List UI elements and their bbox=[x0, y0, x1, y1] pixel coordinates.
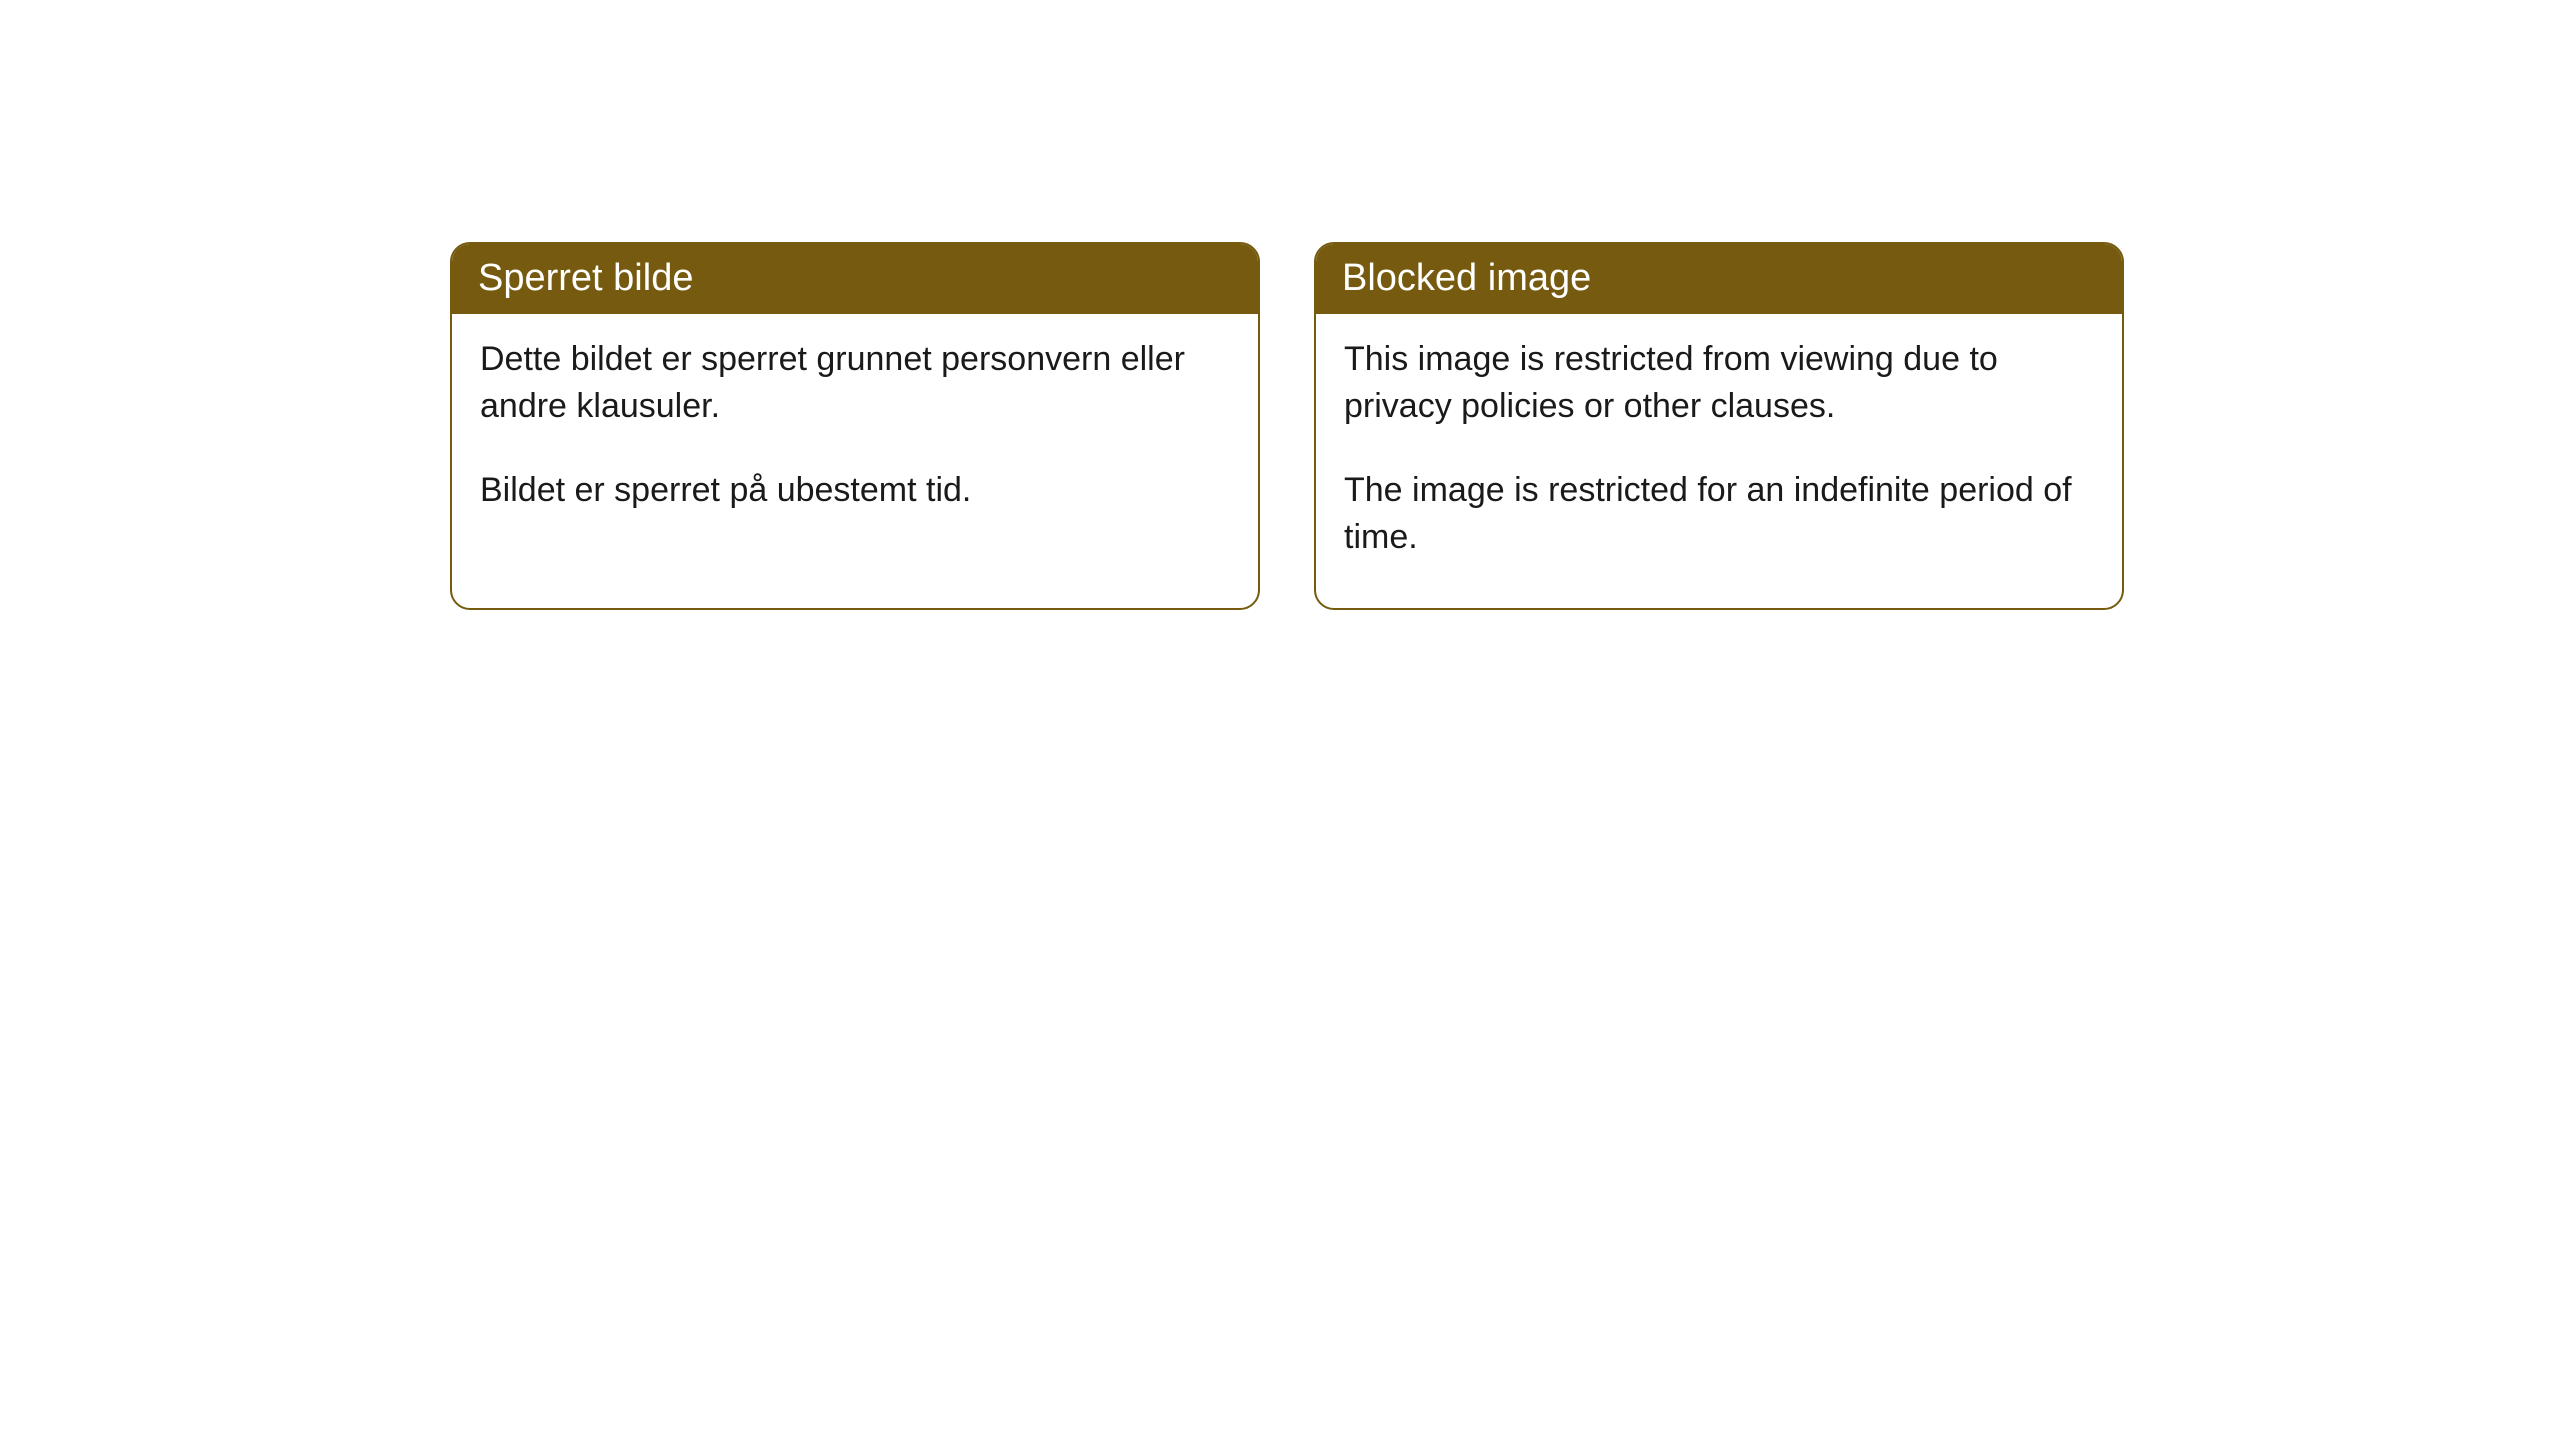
notice-card-norwegian: Sperret bilde Dette bildet er sperret gr… bbox=[450, 242, 1260, 610]
card-paragraph: The image is restricted for an indefinit… bbox=[1344, 467, 2094, 562]
notice-card-english: Blocked image This image is restricted f… bbox=[1314, 242, 2124, 610]
card-header: Sperret bilde bbox=[452, 244, 1258, 314]
card-title: Sperret bilde bbox=[478, 257, 693, 299]
card-body: Dette bildet er sperret grunnet personve… bbox=[452, 314, 1258, 561]
card-body: This image is restricted from viewing du… bbox=[1316, 314, 2122, 608]
card-paragraph: This image is restricted from viewing du… bbox=[1344, 336, 2094, 431]
notice-cards-container: Sperret bilde Dette bildet er sperret gr… bbox=[450, 242, 2124, 610]
card-paragraph: Dette bildet er sperret grunnet personve… bbox=[480, 336, 1230, 431]
card-paragraph: Bildet er sperret på ubestemt tid. bbox=[480, 467, 1230, 515]
card-header: Blocked image bbox=[1316, 244, 2122, 314]
card-title: Blocked image bbox=[1342, 257, 1591, 299]
